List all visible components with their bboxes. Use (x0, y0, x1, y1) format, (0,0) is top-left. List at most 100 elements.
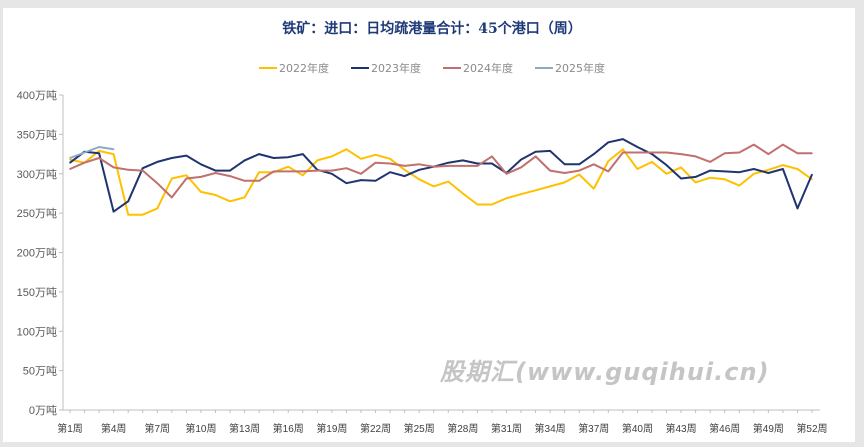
data-point (360, 179, 362, 181)
data-point (229, 200, 231, 203)
data-point (418, 163, 420, 166)
x-tick-label: 第7周 (145, 422, 171, 435)
data-point (171, 157, 173, 159)
data-point (389, 162, 391, 165)
x-tick-label: 第4周 (101, 422, 127, 435)
data-point (738, 171, 741, 173)
data-point (782, 164, 784, 166)
data-point (796, 207, 799, 210)
x-tick-label: 第52周 (796, 422, 827, 435)
data-point (112, 153, 115, 155)
legend: 2022年度 2023年度 2024年度 2025年度 (0, 60, 864, 76)
data-point (112, 148, 115, 151)
data-point (229, 175, 231, 177)
data-point (796, 152, 799, 155)
legend-item-2024: 2024年度 (443, 60, 513, 76)
data-point (753, 172, 755, 175)
data-point (694, 155, 697, 158)
data-point (520, 158, 522, 161)
data-point (462, 165, 464, 167)
y-tick-label: 100万吨 (17, 325, 57, 338)
data-point (69, 161, 71, 164)
data-point (287, 170, 290, 173)
legend-swatch (259, 67, 277, 69)
data-point (331, 155, 333, 158)
data-point (462, 192, 464, 195)
data-point (811, 178, 813, 181)
data-point (432, 165, 435, 168)
data-point (345, 167, 348, 170)
legend-label: 2023年度 (371, 62, 421, 75)
data-point (69, 158, 71, 161)
data-point (141, 213, 144, 216)
data-point (112, 166, 115, 169)
data-point (301, 174, 304, 177)
data-point (403, 175, 406, 177)
data-point (491, 162, 493, 165)
data-point (709, 169, 711, 172)
y-tick-label: 400万吨 (17, 89, 57, 102)
data-point (534, 150, 537, 153)
x-tick-label: 第25周 (404, 422, 435, 435)
data-point (563, 181, 566, 184)
data-point (447, 180, 450, 183)
chart-title: 铁矿：进口：日均疏港量合计：45个港口（周） (282, 21, 582, 37)
data-point (709, 176, 711, 179)
data-point (98, 146, 100, 148)
x-tick-label: 第31周 (491, 422, 522, 435)
data-point (301, 170, 304, 173)
chart-panel (3, 8, 855, 442)
data-point (549, 185, 551, 188)
data-point (534, 189, 537, 192)
data-point (374, 161, 377, 164)
data-point (345, 148, 348, 151)
y-tick-label: 350万吨 (17, 128, 57, 141)
data-point (651, 153, 653, 155)
data-point (98, 157, 100, 159)
data-point (432, 185, 435, 188)
data-point (418, 169, 420, 171)
data-point (112, 210, 115, 213)
data-point (665, 151, 668, 154)
data-point (665, 172, 668, 175)
data-point (272, 170, 275, 173)
y-tick-label: 0万吨 (29, 404, 57, 417)
data-point (258, 180, 260, 182)
x-tick-label: 第10周 (185, 422, 216, 435)
data-point (331, 169, 333, 172)
data-point (709, 161, 711, 163)
legend-label: 2022年度 (279, 62, 329, 75)
data-point (156, 161, 159, 163)
data-point (331, 172, 333, 175)
data-point (258, 153, 260, 155)
data-point (171, 196, 173, 199)
data-point (141, 167, 144, 170)
watermark: 股期汇(www.guqihui.cn) (440, 358, 770, 386)
data-point (505, 172, 508, 175)
x-tick-label: 第40周 (622, 422, 653, 435)
x-tick-label: 第43周 (665, 422, 696, 435)
data-point (782, 168, 784, 170)
y-tick-label: 300万吨 (17, 168, 57, 181)
legend-item-2025: 2025年度 (535, 60, 605, 76)
data-point (753, 168, 755, 170)
data-point (505, 197, 508, 199)
data-point (403, 169, 406, 171)
series-line-2023年度 (69, 138, 813, 213)
data-point (229, 169, 231, 172)
data-point (622, 138, 624, 140)
data-point (738, 184, 741, 187)
data-point (592, 153, 595, 155)
y-tick-label: 250万吨 (17, 207, 57, 220)
data-point (374, 154, 377, 156)
data-point (476, 162, 479, 165)
legend-item-2023: 2023年度 (351, 60, 421, 76)
data-point (98, 150, 100, 152)
data-point (243, 159, 246, 162)
data-point (578, 173, 581, 176)
data-point (694, 176, 697, 178)
y-tick-label: 50万吨 (23, 365, 57, 378)
data-point (389, 157, 391, 160)
data-point (622, 151, 624, 154)
data-point (389, 171, 391, 173)
